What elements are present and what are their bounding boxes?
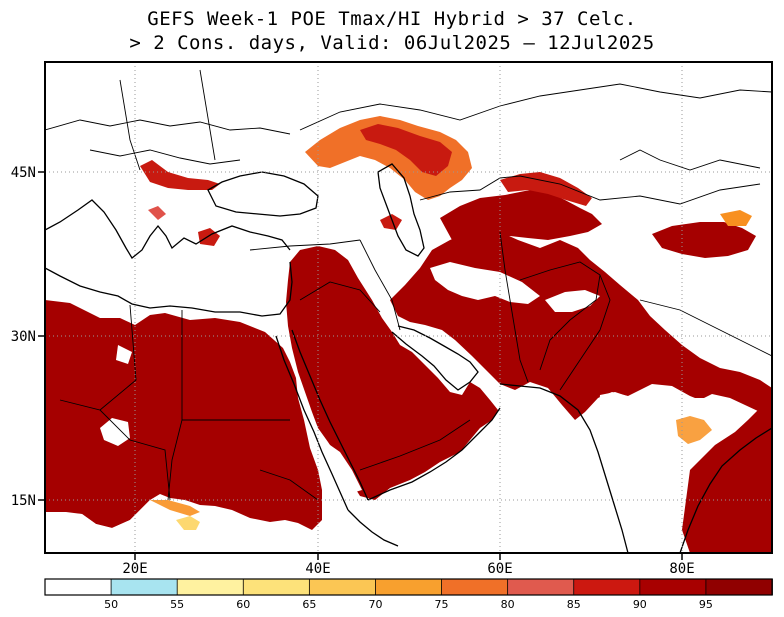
lon-label-80e: 80E (669, 561, 694, 577)
colorbar-label: 75 (435, 598, 449, 611)
colorbar-swatch (176, 578, 245, 596)
prob-fringe-sahel-yellow (176, 516, 200, 530)
prob-hole-arabia-sw (320, 438, 362, 495)
coastline-caspian (377, 163, 425, 257)
chart-title-line-1: GEFS Week-1 POE Tmax/HI Hybrid > 37 Celc… (147, 8, 637, 30)
coastline-arabia-south (367, 407, 501, 501)
border-china-north (619, 149, 761, 171)
map-area (45, 62, 772, 553)
coastline-gulf (391, 325, 479, 391)
lat-label-15n: 15N (11, 493, 36, 509)
coastline-red-sea-west (275, 335, 349, 511)
border-sudan-ethiopia (259, 469, 319, 501)
prob-hole-africa-1 (100, 418, 130, 446)
coastline-black-sea (207, 171, 319, 217)
colorbar-swatch (507, 578, 575, 596)
border-turkey-syria (249, 239, 361, 251)
colorbar-label: 60 (236, 598, 250, 611)
border-central-asia (419, 175, 761, 205)
border-saudi-north (299, 281, 381, 313)
coastlines (45, 163, 772, 553)
colorbar-swatch (639, 578, 707, 596)
colorbar-frame (44, 578, 773, 596)
prob-region-kazakh (500, 172, 592, 206)
colorbar-swatch (573, 578, 641, 596)
colorbar: 50 55 60 65 70 75 80 85 90 95 (44, 578, 773, 611)
lon-label-60e: 60E (487, 561, 512, 577)
coastline-med-north (45, 199, 291, 259)
prob-fringe-china (720, 210, 752, 226)
colorbar-label: 85 (567, 598, 581, 611)
prob-hole-afghan (545, 290, 600, 312)
lat-label-30n: 30N (11, 329, 36, 345)
colorbar-swatch (441, 578, 509, 596)
axis-ticks (38, 171, 683, 560)
border-afghan-pakistan (519, 261, 601, 371)
prob-region-central-asia (440, 190, 602, 242)
coastline-india-east (679, 427, 772, 553)
prob-region-china (652, 222, 756, 258)
border-niger-chad (99, 409, 171, 501)
colorbar-swatch (242, 578, 311, 596)
lon-label-20e: 20E (122, 561, 147, 577)
prob-region-india-east (682, 400, 772, 553)
colorbar-label: 55 (170, 598, 184, 611)
colorbar-labels: 50 55 60 65 70 75 80 85 90 95 (104, 598, 713, 611)
prob-hole-africa-sw (45, 500, 300, 553)
colorbar-label: 95 (699, 598, 713, 611)
prob-hole-africa-2 (116, 345, 132, 364)
coastline-med-south (45, 261, 293, 317)
border-pakistan-india (559, 274, 611, 391)
colorbar-label: 70 (368, 598, 382, 611)
colorbar-label: 65 (302, 598, 316, 611)
chart-title-line-2: > 2 Cons. days, Valid: 06Jul2025 – 12Jul… (129, 32, 655, 54)
colorbar-swatch (705, 578, 773, 596)
prob-fringe-africa-south (150, 500, 200, 516)
coastline-red-sea-east (291, 329, 369, 501)
border-iran-afghan (499, 231, 529, 383)
border-china-india (639, 299, 772, 357)
colorbar-swatch (110, 578, 179, 596)
prob-hole-iran-plateau (430, 262, 540, 304)
colorbar-swatch (44, 578, 112, 596)
border-iraq-iran (359, 239, 401, 331)
colorbar-label: 90 (633, 598, 647, 611)
prob-region-greece (148, 206, 166, 220)
colorbar-swatches (44, 578, 773, 596)
colorbar-label: 80 (501, 598, 515, 611)
colorbar-label: 50 (104, 598, 118, 611)
border-chad-sudan (167, 419, 183, 501)
border-europe-1 (45, 119, 291, 135)
prob-region-africa (45, 300, 322, 530)
border-europe-2 (89, 149, 241, 165)
lat-label-45n: 45N (11, 165, 36, 181)
coastline-horn (347, 509, 399, 547)
prob-region-balkans (140, 160, 220, 190)
prob-region-caspian-north (305, 116, 472, 200)
colorbar-swatch (375, 578, 443, 596)
colorbar-swatch (308, 578, 377, 596)
prob-region-caspian-north-core (360, 124, 452, 176)
border-europe-4 (199, 69, 216, 161)
map-frame (44, 61, 773, 554)
coastline-pakistan-india (499, 383, 629, 553)
border-saudi-south (359, 419, 471, 471)
border-algeria-libya (59, 304, 137, 411)
border-kazakh-russia (299, 83, 772, 131)
prob-region-caucasus (380, 214, 402, 230)
lon-label-40e: 40E (305, 561, 330, 577)
prob-fringe-india (676, 416, 712, 444)
